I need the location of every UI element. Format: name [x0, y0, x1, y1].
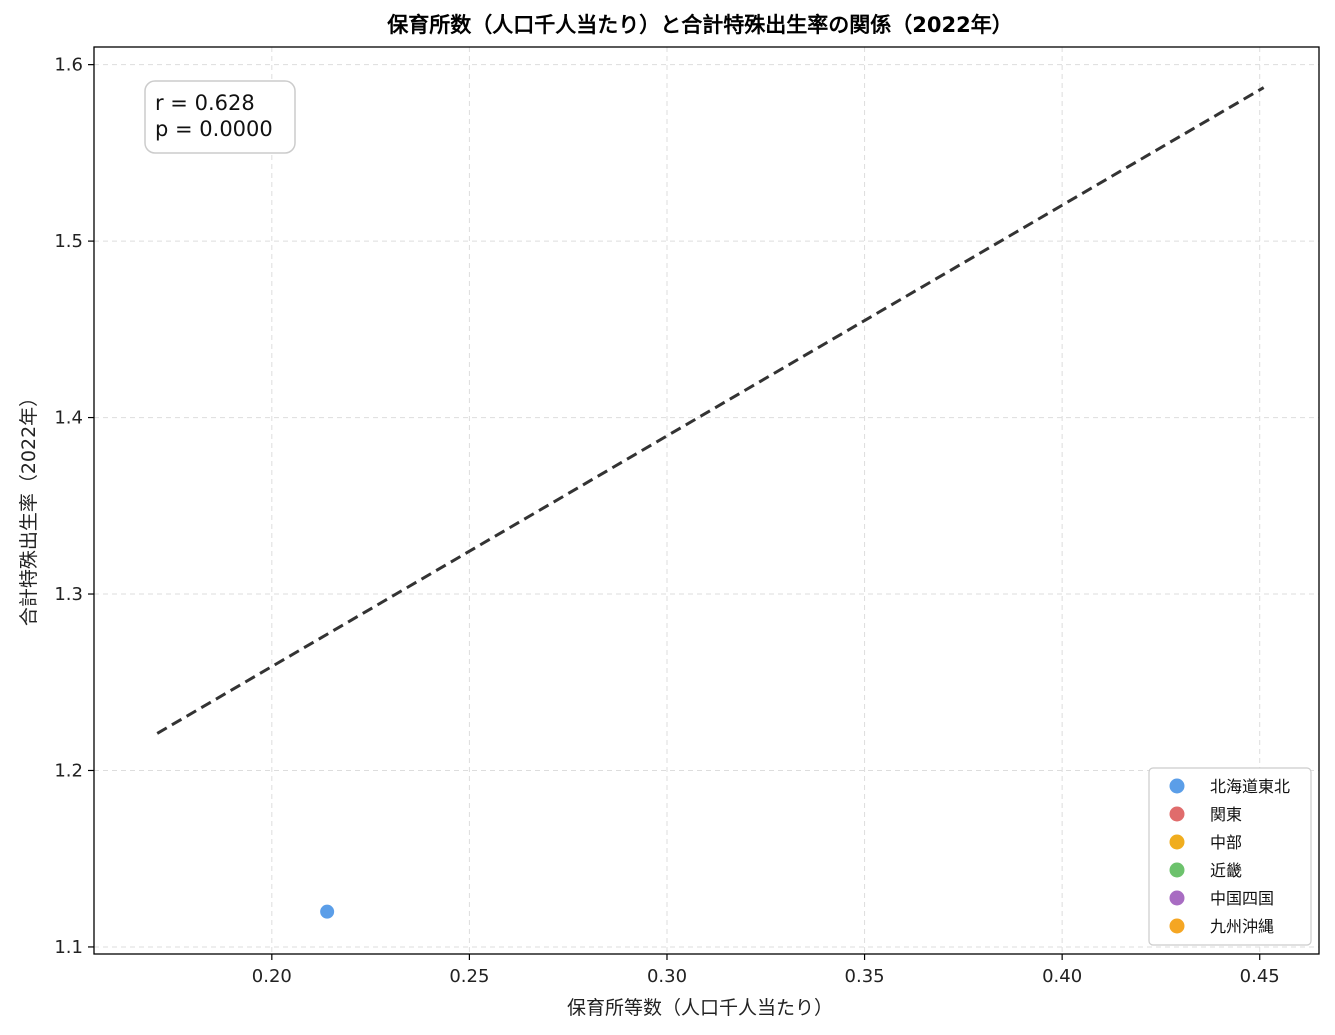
data-points: [319, 903, 336, 920]
legend-label: 九州沖縄: [1210, 917, 1274, 936]
legend-label: 北海道東北: [1210, 777, 1290, 796]
legend-marker: [1169, 778, 1185, 794]
y-axis-ticks: 1.1 1.2 1.3 1.4 1.5 1.6: [54, 55, 94, 958]
x-tick-label: 0.40: [1042, 966, 1082, 987]
x-tick-label: 0.35: [845, 966, 885, 987]
grid-lines: [94, 47, 1319, 954]
chart-title: 保育所数（人口千人当たり）と合計特殊出生率の関係（2022年）: [386, 13, 1012, 37]
legend-marker: [1169, 862, 1185, 878]
legend-label: 中国四国: [1210, 889, 1274, 908]
data-point: [319, 903, 336, 920]
plot-frame: [93, 46, 1320, 955]
legend-label: 近畿: [1210, 861, 1242, 880]
x-axis-label: 保育所等数（人口千人当たり）: [567, 997, 833, 1019]
x-tick-label: 0.30: [647, 966, 687, 987]
legend-marker: [1169, 918, 1185, 934]
x-tick-label: 0.20: [252, 966, 292, 987]
y-axis-label: 合計特殊出生率（2022年）: [18, 388, 40, 626]
legend-label: 中部: [1210, 833, 1242, 852]
regression-line: [156, 86, 1265, 735]
x-tick-label: 0.45: [1240, 966, 1280, 987]
regression-layer: [156, 86, 1265, 735]
stats-box: r = 0.628 p = 0.0000: [144, 80, 296, 154]
legend-label: 関東: [1210, 805, 1242, 824]
stats-p-value: p = 0.0000: [155, 117, 273, 141]
y-tick-label: 1.5: [54, 231, 83, 252]
legend-marker: [1169, 806, 1185, 822]
y-tick-label: 1.2: [54, 760, 83, 781]
stats-box-frame: [144, 80, 296, 154]
y-tick-label: 1.3: [54, 584, 83, 605]
legend-frame: [1148, 767, 1312, 946]
x-tick-label: 0.25: [449, 966, 489, 987]
y-tick-label: 1.6: [54, 55, 83, 76]
legend-marker: [1169, 834, 1185, 850]
x-axis-ticks: 0.20 0.25 0.30 0.35 0.40 0.45: [252, 954, 1280, 987]
y-tick-label: 1.1: [54, 937, 83, 958]
legend-marker: [1169, 890, 1185, 906]
stats-r-value: r = 0.628: [155, 91, 255, 115]
y-tick-label: 1.4: [54, 408, 83, 429]
